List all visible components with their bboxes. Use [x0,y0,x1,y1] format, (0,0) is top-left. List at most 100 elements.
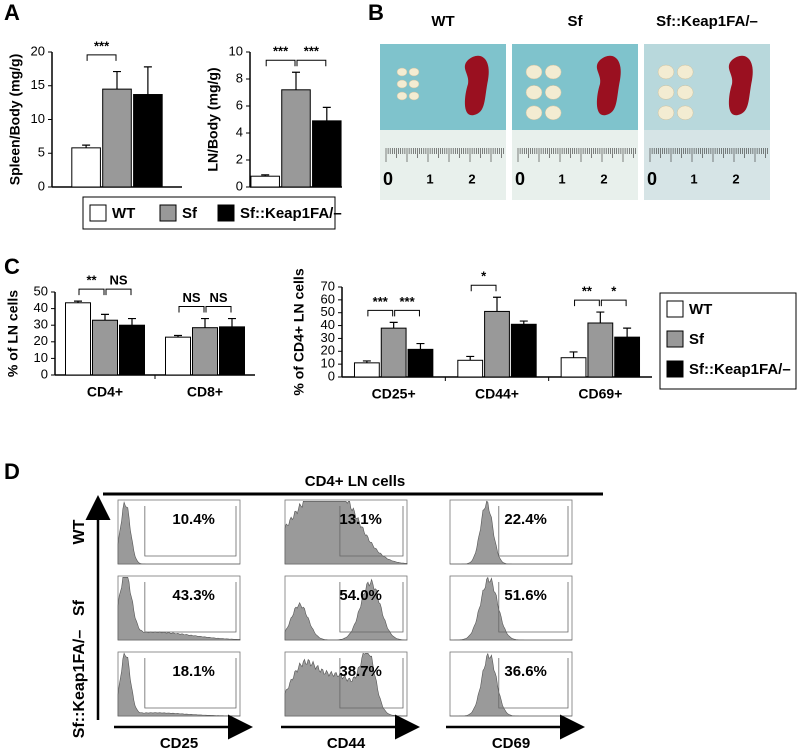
lymph-node [544,105,562,121]
error-bar [416,342,425,350]
significance-bracket [600,299,627,307]
ruler [380,130,506,200]
y-tick-label: 50 [34,283,48,298]
y-tick-label: 10 [31,111,45,126]
significance-label: *** [273,44,289,59]
y-tick-label: 10 [321,356,335,371]
spleen [464,55,489,116]
error-bar [466,355,475,361]
y-tick-label: 60 [321,291,335,306]
photo-label: WT [431,13,454,30]
lymph-node [408,67,420,77]
lymph-node [408,79,420,89]
error-bar [82,144,91,148]
error-bar [362,360,371,363]
y-tick-label: 50 [321,304,335,319]
bar [71,147,101,188]
flow-panel: CD4+ LN cells WT 10.4% 13.1% 22.4% Sf 43.3% 54.… [71,473,603,752]
percentage: 36.6% [504,663,547,680]
gate [498,658,569,709]
y-tick-label: 40 [321,317,335,332]
panel-label: C [4,254,20,279]
column-label: CD69 [492,735,530,752]
error-bar [101,313,109,321]
significance-bracket [296,59,327,67]
legend-swatch [217,204,235,222]
significance-label: NS [209,290,227,305]
y-tick-label: 2 [236,151,243,166]
y-tick-label: 70 [321,278,335,293]
percentage: 22.4% [504,511,547,528]
significance-label: *** [94,38,110,53]
row-label: WT [71,519,88,544]
histogram [117,501,240,565]
y-tick-label: 20 [34,333,48,348]
panel-label: A [4,0,20,25]
significance-bracket [105,288,132,296]
bar [165,336,191,376]
histogram [449,576,572,641]
histogram-frame [449,651,573,717]
ruler-label: 2 [600,171,607,186]
bar [133,94,163,188]
percentage: 51.6% [504,587,547,604]
significance-label: *** [373,294,389,309]
bar [353,362,380,378]
significance-bracket [394,309,420,317]
bar [119,324,145,376]
legend-swatch [666,300,684,318]
gate [339,658,404,709]
significance-bracket [86,54,117,61]
significance-label: ** [86,273,97,288]
gate [144,506,237,557]
error-bar [292,71,300,90]
error-bar [143,66,152,95]
ruler-label: 1 [426,171,433,186]
bar [92,319,118,376]
photo-panel: WT0 1 2 Sf0 1 2 Sf::Keap1FA/–0 1 2 [380,13,770,200]
photo-label: Sf [568,13,584,30]
y-tick-label: 5 [38,145,45,160]
lymph-node [525,85,543,100]
y-tick-label: 20 [321,343,335,358]
y-tick-label: 20 [31,43,45,58]
y-tick-label: 4 [236,124,243,139]
legend-swatch [89,204,107,222]
legend-label: WT [689,301,712,318]
error-bar [201,317,209,328]
bar [510,323,537,378]
legend-label: Sf [689,331,705,348]
lymph-node [657,64,675,80]
bar [102,88,132,188]
significance-label: * [481,269,487,284]
ruler-label: 1 [558,171,565,186]
gate [498,582,569,633]
y-tick-label: 8 [236,70,243,85]
error-bar [113,70,121,90]
error-bar [623,327,632,338]
y-axis-label: % of LN cells [5,290,21,377]
histogram [450,652,572,717]
y-tick-label: 6 [236,97,243,112]
row-label: Sf [71,599,88,616]
ruler-label: 2 [732,171,739,186]
ruler [512,130,638,200]
flow-header: CD4+ LN cells [305,473,405,490]
y-axis-label: LN/Body (mg/g) [205,67,221,171]
bar [281,89,311,188]
error-bar [389,321,398,329]
error-bar [569,351,578,358]
y-tick-label: 30 [34,317,48,332]
significance-label: NS [182,290,200,305]
significance-bracket [574,299,600,307]
lymph-node [396,91,408,101]
bar [560,357,587,378]
panel-label: D [4,459,20,484]
histogram [117,576,241,641]
bar [484,310,510,378]
legend-box [82,196,336,230]
y-tick-label: 10 [229,43,243,58]
error-bar [261,174,270,177]
x-tick-label: CD4+ [87,384,123,400]
gate [144,582,237,633]
